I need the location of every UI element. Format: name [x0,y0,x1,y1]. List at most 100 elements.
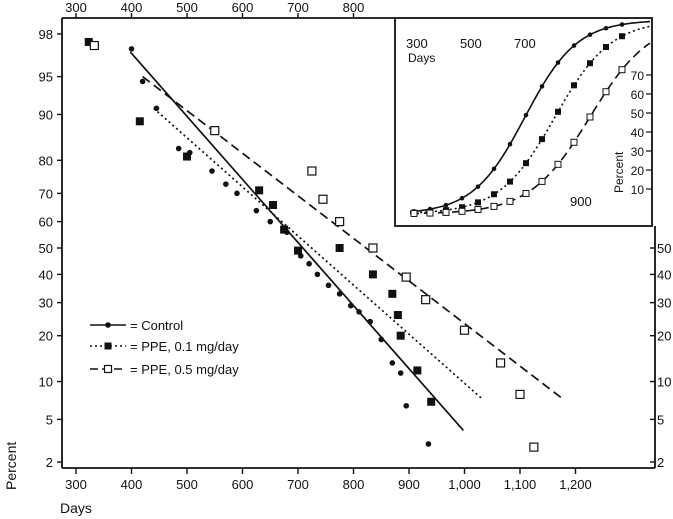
inset-y-tick-label: 20 [631,164,645,178]
data-point-ppe05 [495,358,506,368]
data-point-ppe05 [515,389,525,400]
y-tick-label: 40 [39,267,53,282]
inset-point [619,33,625,40]
data-point-ppe01 [255,186,264,195]
inset-point [475,199,481,206]
data-point-control [306,260,312,267]
data-point-control [139,78,146,85]
x-tick-label: 600 [232,477,254,492]
x-tick-label-top: 700 [287,0,309,15]
data-point-control [267,218,274,225]
x-tick-label: 900 [398,477,420,492]
y-tick-label: 5 [46,412,53,427]
inset-x-axis-label: Days [408,51,435,65]
y-tick-label-right: 50 [657,241,671,256]
inset-point [522,189,530,197]
data-point-control [367,318,373,325]
inset-y-axis-label: Percent [612,151,626,193]
data-point-ppe05 [401,272,411,282]
inset-y-ticks: 70 60 50 40 30 20 10 [631,69,652,197]
inset-point [571,82,577,89]
x-tick-label: 500 [176,477,198,492]
inset-x-tick-label: 300 [406,36,428,51]
inset-point [459,204,465,211]
data-point-ppe01 [183,152,191,161]
x-tick-label-top: 400 [121,0,143,15]
x-tick-label: 800 [343,477,365,492]
x-tick-label-top: 800 [343,0,365,15]
inset-point [475,184,481,189]
legend: = Control = PPE, 0.1 mg/day = PPE, 0.5 m… [90,318,239,377]
inset-x-tick-label: 700 [514,36,536,51]
y-tick-label: 60 [39,215,53,230]
data-point-control [253,207,260,214]
inset-y-tick-label: 70 [631,69,645,83]
inset-point [458,207,466,215]
inset-point [523,160,529,167]
data-point-control [378,336,385,343]
y-tick-label-right: 20 [657,329,671,344]
inset-curve-control [409,20,651,213]
data-point-ppe05 [307,166,317,176]
x-tick-label-top: 500 [176,0,198,15]
inset-y-tick-label: 30 [631,145,645,159]
x-tick-label-top: 600 [232,0,254,15]
data-point-ppe01 [280,225,289,234]
data-point-control [425,441,432,447]
data-point-control [389,360,396,366]
inset-point [602,88,610,96]
legend-marker-ppe01 [104,342,112,350]
main-plot-axes: 300 400 500 600 700 800 900 1,000 1,100 1,200 300 4… [39,0,672,492]
inset-point [506,197,514,205]
data-point-ppe01 [388,289,397,298]
inset-point [442,208,450,216]
inset-y-tick-label: 50 [631,107,645,121]
y-tick-label: 30 [39,296,53,311]
inset-y-tick-label: 60 [631,88,645,102]
data-point-control [223,181,229,187]
y-tick-label: 50 [39,241,53,256]
inset-y-tick-label: 40 [631,126,645,140]
x-axis-label: Days [60,500,92,516]
data-point-ppe01 [135,117,144,126]
inset-point [554,160,562,168]
inset-point [491,191,497,198]
y-tick-label: 95 [39,70,53,85]
inset-point [603,25,609,31]
data-point-ppe05 [210,126,220,136]
inset-curves [409,20,651,217]
y-axis-label: Percent [3,442,19,490]
y-tick-label-right: 5 [657,412,664,427]
data-point-ppe01 [294,246,302,255]
y-tick-label-right: 10 [657,375,671,390]
inset-point [538,177,546,185]
inset-curve-ppe-0-5-mg-day [410,42,651,215]
inset-point [491,166,497,172]
inset-point [443,202,449,208]
legend-marker-control [105,322,111,328]
x-tick-label: 400 [121,477,143,492]
x-tick-label: 700 [287,477,309,492]
data-point-ppe01 [368,270,377,279]
data-point-ppe05 [89,40,99,51]
data-point-ppe05 [335,217,345,227]
x-tick-label: 1,100 [504,477,537,492]
legend-label-ppe01: = PPE, 0.1 mg/day [130,339,239,354]
inset-point [603,44,609,51]
legend-label-control: = Control [130,318,183,333]
data-point-ppe05 [368,243,378,253]
data-point-ppe01 [427,397,436,406]
y-tick-label: 70 [39,186,53,201]
x-tick-label-top: 300 [65,0,87,15]
data-point-ppe05 [459,325,470,335]
data-point-ppe01 [396,331,405,340]
inset-x-tick-label: 900 [570,194,592,209]
data-point-ppe01 [269,201,278,210]
y-tick-label: 2 [46,455,53,470]
x-tick-label: 1,000 [448,477,481,492]
inset-point [410,209,418,217]
data-point-control [314,271,321,278]
inset-point [555,60,561,65]
data-point-control [325,282,332,289]
